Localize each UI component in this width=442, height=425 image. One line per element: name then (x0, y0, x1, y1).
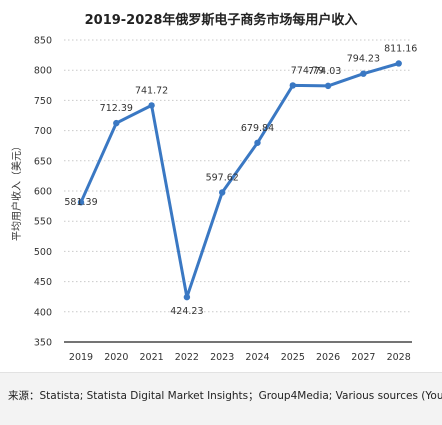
data-label: 597.62 (206, 172, 239, 183)
data-label: 774.79 (291, 65, 324, 76)
source-text: 来源：Statista; Statista Digital Market Ins… (8, 390, 442, 402)
x-tick-label: 2028 (387, 352, 411, 363)
y-tick-label: 650 (34, 156, 52, 167)
data-point (113, 119, 120, 127)
data-label: 774.03 (308, 66, 341, 77)
data-point (77, 199, 85, 206)
data-point (183, 293, 191, 301)
y-tick-label: 450 (34, 277, 52, 288)
x-tick-label: 2023 (210, 352, 234, 363)
data-point (148, 102, 155, 109)
y-tick-label: 750 (34, 96, 52, 107)
y-axis-title: 平均用户收入（美元） (10, 141, 23, 241)
y-tick-label: 550 (34, 217, 52, 228)
series (77, 60, 402, 301)
y-tick-label: 500 (34, 247, 52, 258)
data-label: 811.16 (384, 43, 417, 54)
source-footer: 来源：Statista; Statista Digital Market Ins… (0, 372, 442, 425)
data-point (254, 139, 261, 146)
series-line (79, 62, 401, 299)
data-point (289, 82, 296, 89)
y-tick-label: 400 (34, 307, 52, 318)
data-point (395, 60, 402, 67)
data-point (324, 82, 332, 90)
x-tick-label: 2026 (316, 352, 340, 363)
x-tick-label: 2024 (245, 352, 269, 363)
y-tick-label: 850 (34, 36, 52, 47)
line-chart: 350 400 450 500 550 600 650 700 750 800 850 2019 202… (10, 36, 417, 364)
x-tick-label: 2027 (351, 352, 375, 363)
y-tick-label: 800 (34, 66, 52, 77)
y-tick-label: 600 (34, 187, 52, 198)
x-tick-label: 2022 (175, 352, 199, 363)
data-label: 424.23 (170, 306, 203, 317)
data-label: 794.23 (347, 54, 380, 65)
data-point (360, 70, 367, 77)
x-tick-label: 2021 (140, 352, 164, 363)
chart-title: 2019-2028年俄罗斯电子商务市场每用户收入 (84, 13, 358, 28)
data-point (219, 189, 226, 196)
data-label: 679.84 (241, 123, 274, 134)
x-tick-label: 2025 (281, 352, 305, 363)
y-tick-label: 700 (34, 126, 52, 137)
data-label: 581.39 (64, 197, 97, 208)
x-tick-label: 2019 (69, 352, 93, 363)
x-tick-label: 2020 (104, 352, 128, 363)
data-label: 741.72 (135, 85, 168, 96)
axes: 350 400 450 500 550 600 650 700 750 800 850 2019 202… (10, 36, 412, 363)
y-tick-label: 350 (34, 338, 52, 349)
data-label: 712.39 (100, 103, 133, 114)
